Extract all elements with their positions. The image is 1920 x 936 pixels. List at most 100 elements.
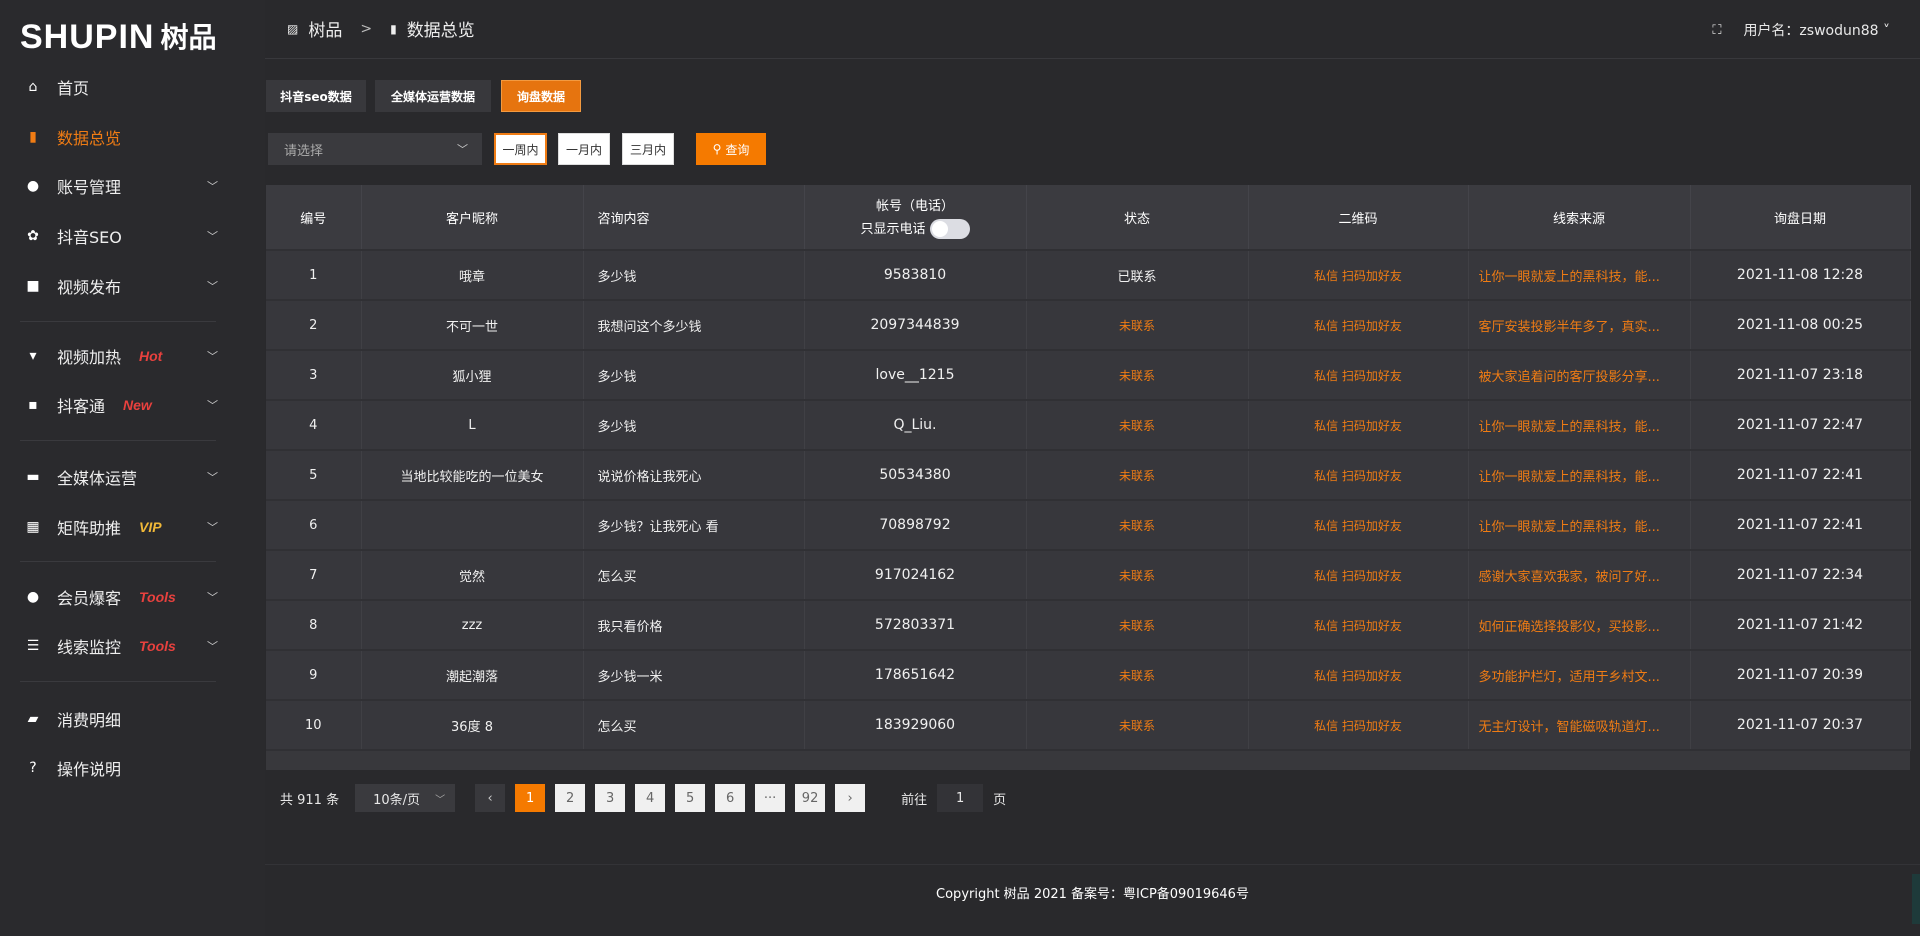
status-badge[interactable]: 未联系 <box>1026 550 1249 601</box>
cell-id: 7 <box>266 550 362 601</box>
tab-inquiry[interactable]: 询盘数据 <box>501 80 581 112</box>
status-badge[interactable]: 未联系 <box>1026 300 1249 351</box>
source-link[interactable]: 多功能护栏灯，适用于乡村文... <box>1468 650 1691 701</box>
qrcode-link[interactable]: 私信 扫码加好友 <box>1248 400 1469 451</box>
breadcrumb: ▨ 树品 > ▮ 数据总览 <box>287 16 475 42</box>
qrcode-link[interactable]: 私信 扫码加好友 <box>1248 300 1469 351</box>
chevron-down-icon: ﹀ <box>207 471 218 484</box>
sidebar-item-1[interactable]: ▮ 数据总览 <box>0 119 240 155</box>
breadcrumb-home[interactable]: 树品 <box>308 21 343 41</box>
range-3month-button[interactable]: 三月内 <box>622 133 674 165</box>
qrcode-link[interactable]: 私信 扫码加好友 <box>1248 550 1469 601</box>
chevron-down-icon: ﹀ <box>207 280 218 293</box>
qrcode-link[interactable]: 私信 扫码加好友 <box>1248 450 1469 501</box>
sidebar-badge: Tools <box>139 638 176 654</box>
status-badge[interactable]: 未联系 <box>1026 400 1249 451</box>
fullscreen-icon[interactable]: ⛶ <box>1712 22 1722 38</box>
next-page-button[interactable]: › <box>835 784 866 812</box>
sidebar: SHUPIN 树品 ⌂ 首页 ▮ 数据总览 ● 账号管理 ﹀ ✿ 抖音SEO ﹀ ■ 视频发布 ﹀ ▾ 视频… <box>0 0 265 936</box>
qrcode-link[interactable]: 私信 扫码加好友 <box>1248 600 1469 651</box>
scrollbar[interactable] <box>1912 874 1920 924</box>
page-button[interactable]: 5 <box>675 784 706 812</box>
page-button[interactable]: ··· <box>755 784 786 812</box>
sidebar-item-4[interactable]: ■ 视频发布 ﹀ <box>0 268 240 304</box>
col-source: 线索来源 <box>1468 185 1691 251</box>
sidebar-item-6[interactable]: ▪ 抖客通 New ﹀ <box>0 387 240 423</box>
source-link[interactable]: 被大家追着问的客厅投影分享... <box>1468 350 1691 401</box>
qrcode-link[interactable]: 私信 扫码加好友 <box>1248 700 1469 751</box>
cell-date: 2021-11-07 22:41 <box>1690 450 1911 501</box>
col-nickname: 客户昵称 <box>361 185 584 251</box>
camera-icon: ■ <box>26 278 40 294</box>
page-button[interactable]: 3 <box>595 784 626 812</box>
sidebar-item-8[interactable]: ▦ 矩阵助推 VIP ﹀ <box>0 509 240 545</box>
cell-account: 178651642 <box>804 650 1027 701</box>
cell-content: 怎么买 <box>583 550 805 601</box>
cell-nickname: 潮起潮落 <box>361 650 584 701</box>
cell-account: 9583810 <box>804 250 1027 301</box>
page-button[interactable]: 2 <box>555 784 586 812</box>
status-badge[interactable]: 未联系 <box>1026 450 1249 501</box>
sidebar-item-10[interactable]: ☰ 线索监控 Tools ﹀ <box>0 628 240 664</box>
cell-date: 2021-11-07 22:34 <box>1690 550 1911 601</box>
query-button[interactable]: ⚲ 查询 <box>696 133 766 165</box>
sidebar-divider <box>20 321 216 322</box>
source-link[interactable]: 让你一眼就爱上的黑科技，能... <box>1468 450 1691 501</box>
cell-nickname <box>361 500 584 551</box>
page-size-select[interactable]: 10条/页 ﹀ <box>355 784 456 812</box>
tab-douyin-seo[interactable]: 抖音seo数据 <box>266 80 366 112</box>
qrcode-link[interactable]: 私信 扫码加好友 <box>1248 250 1469 301</box>
source-link[interactable]: 让你一眼就爱上的黑科技，能... <box>1468 400 1691 451</box>
page-button[interactable]: 92 <box>795 784 826 812</box>
sidebar-divider <box>20 440 216 441</box>
status-badge[interactable]: 未联系 <box>1026 600 1249 651</box>
range-month-button[interactable]: 一月内 <box>558 133 610 165</box>
search-icon: ⚲ <box>712 142 722 156</box>
chevron-down-icon: ˅ <box>1878 23 1890 39</box>
status-badge[interactable]: 未联系 <box>1026 700 1249 751</box>
chevron-down-icon: ﹀ <box>457 143 468 156</box>
sliders-icon: ☰ <box>26 638 40 654</box>
qrcode-link[interactable]: 私信 扫码加好友 <box>1248 350 1469 401</box>
sidebar-item-9[interactable]: ● 会员爆客 Tools ﹀ <box>0 579 240 615</box>
status-badge[interactable]: 未联系 <box>1026 500 1249 551</box>
sidebar-item-2[interactable]: ● 账号管理 ﹀ <box>0 168 240 204</box>
table-row: 10 36度 8 怎么买 183929060 未联系 私信 扫码加好友 无主灯设… <box>266 700 1911 751</box>
source-link[interactable]: 客厅安装投影半年多了，真实... <box>1468 300 1691 351</box>
sidebar-item-0[interactable]: ⌂ 首页 <box>0 69 240 105</box>
sidebar-item-5[interactable]: ▾ 视频加热 Hot ﹀ <box>0 338 240 374</box>
cell-date: 2021-11-07 21:42 <box>1690 600 1911 651</box>
source-link[interactable]: 让你一眼就爱上的黑科技，能... <box>1468 250 1691 301</box>
qrcode-link[interactable]: 私信 扫码加好友 <box>1248 650 1469 701</box>
cell-nickname: 哦章 <box>361 250 584 301</box>
status-badge[interactable]: 未联系 <box>1026 350 1249 401</box>
sidebar-item-11[interactable]: ▰ 消费明细 <box>0 701 240 737</box>
page-button[interactable]: 1 <box>515 784 546 812</box>
flame-icon: ▾ <box>29 348 37 364</box>
source-link[interactable]: 让你一眼就爱上的黑科技，能... <box>1468 500 1691 551</box>
source-select[interactable]: 请选择 ﹀ <box>268 133 482 165</box>
source-link[interactable]: 无主灯设计，智能磁吸轨道灯... <box>1468 700 1691 751</box>
range-week-button[interactable]: 一周内 <box>494 133 547 165</box>
cell-nickname: L <box>361 400 584 451</box>
tab-all-media[interactable]: 全媒体运营数据 <box>375 80 491 112</box>
sidebar-item-3[interactable]: ✿ 抖音SEO ﹀ <box>0 218 240 254</box>
page-button[interactable]: 4 <box>635 784 666 812</box>
prev-page-button[interactable]: ‹ <box>475 784 506 812</box>
source-link[interactable]: 如何正确选择投影仪，买投影... <box>1468 600 1691 651</box>
page-button[interactable]: 6 <box>715 784 746 812</box>
sidebar-item-label: 首页 <box>57 79 90 98</box>
sidebar-item-label: 会员爆客 <box>57 589 122 608</box>
logo: SHUPIN 树品 <box>20 18 217 56</box>
sidebar-item-12[interactable]: ? 操作说明 <box>0 750 240 786</box>
cell-content: 多少钱 <box>583 350 805 401</box>
source-link[interactable]: 感谢大家喜欢我家，被问了好... <box>1468 550 1691 601</box>
phone-only-toggle[interactable] <box>929 219 970 240</box>
status-badge[interactable]: 已联系 <box>1026 250 1249 301</box>
qrcode-link[interactable]: 私信 扫码加好友 <box>1248 500 1469 551</box>
sidebar-item-7[interactable]: ▬ 全媒体运营 ﹀ <box>0 459 240 495</box>
user-menu[interactable]: 用户名：zswodun88 ˅ <box>1743 23 1890 39</box>
cell-id: 1 <box>266 250 362 301</box>
goto-page-input[interactable]: 1 <box>937 784 984 812</box>
status-badge[interactable]: 未联系 <box>1026 650 1249 701</box>
